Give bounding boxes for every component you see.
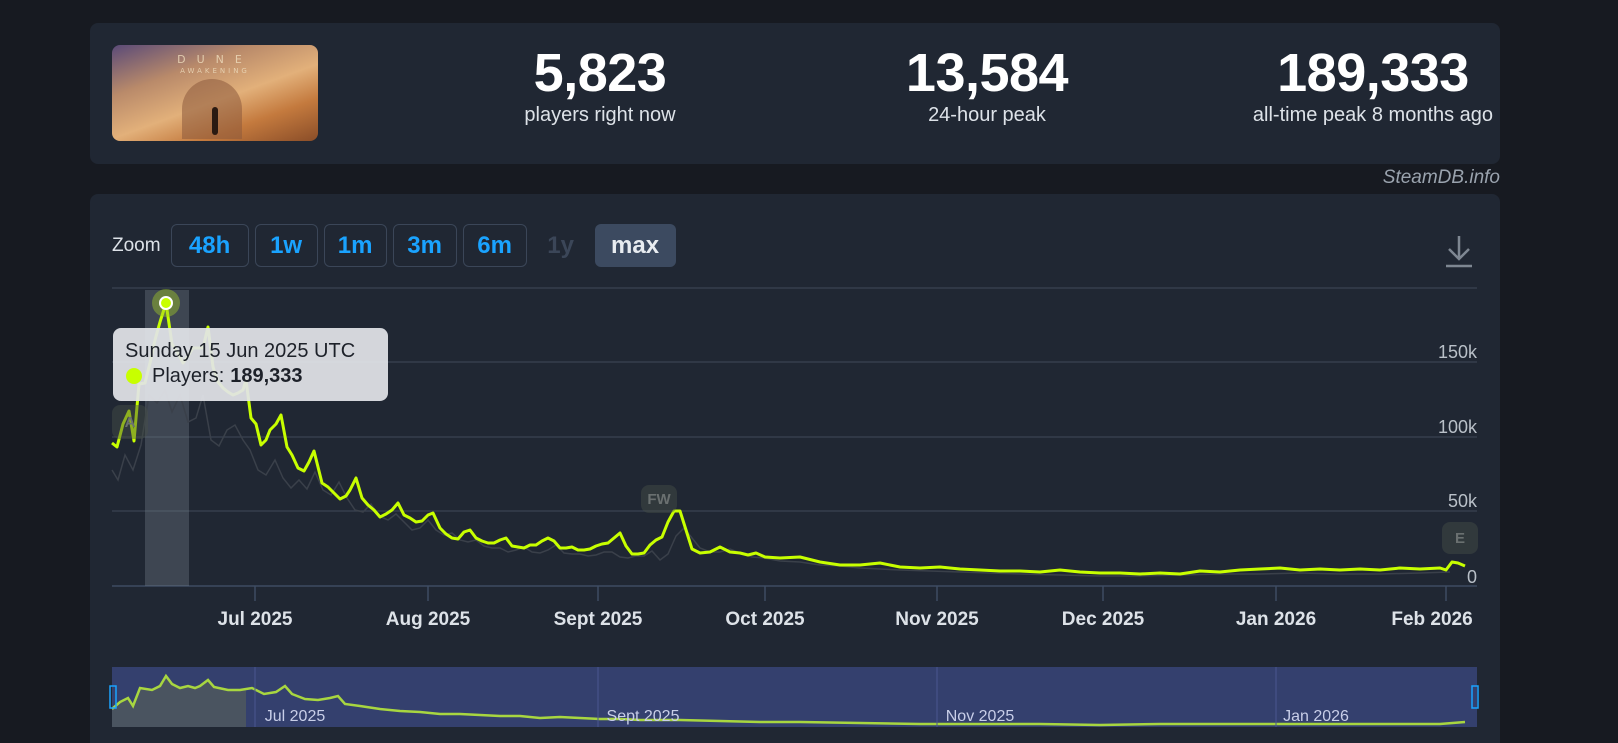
peak-marker[interactable] bbox=[159, 296, 173, 310]
tooltip-value: 189,333 bbox=[230, 365, 303, 387]
players-now-label: players right now bbox=[524, 104, 676, 126]
game-logo-title: DUNE bbox=[177, 53, 253, 66]
tooltip-series-label: Players: bbox=[152, 365, 225, 387]
zoom-3m-button[interactable]: 3m bbox=[392, 224, 457, 267]
navigator-tick-sept-2025: Sept 2025 bbox=[606, 708, 680, 725]
chart-tooltip: Sunday 15 Jun 2025 UTC Players: 189,333 bbox=[113, 328, 388, 401]
peak-24h-label: 24-hour peak bbox=[928, 104, 1046, 126]
cover-art-figure bbox=[212, 107, 218, 135]
navigator-grid bbox=[254, 667, 1277, 727]
navigator-tick-jul-2025: Jul 2025 bbox=[264, 708, 326, 725]
zoom-label: Zoom bbox=[112, 234, 161, 256]
series-color-dot-icon bbox=[126, 368, 142, 384]
zoom-6m-button[interactable]: 6m bbox=[462, 224, 527, 267]
y-tick-150k: 150k bbox=[1437, 342, 1477, 362]
stat-all-time-peak: 189,333 all-time peak 8 months ago bbox=[1173, 43, 1573, 127]
x-tick-sept-2025: Sept 2025 bbox=[553, 609, 643, 630]
annotation-badge-a[interactable] bbox=[112, 405, 148, 439]
y-tick-0: 0 bbox=[1466, 567, 1477, 587]
navigator-line bbox=[111, 673, 1466, 727]
y-tick-50k: 50k bbox=[1447, 491, 1477, 511]
stat-24h-peak: 13,584 24-hour peak bbox=[787, 43, 1187, 127]
stat-players-now: 5,823 players right now bbox=[400, 43, 800, 127]
tooltip-date: Sunday 15 Jun 2025 UTC bbox=[125, 340, 356, 362]
download-icon[interactable] bbox=[1444, 234, 1474, 268]
navigator-handle-left[interactable] bbox=[109, 685, 117, 709]
stats-card: DUNE AWAKENING 5,823 players right now 1… bbox=[90, 23, 1500, 164]
x-tick-feb-2026: Feb 2026 bbox=[1391, 609, 1473, 630]
navigator-handle-right[interactable] bbox=[1471, 685, 1479, 709]
annotation-label-fw: FW bbox=[647, 490, 671, 508]
x-axis-ticks bbox=[254, 586, 1447, 601]
x-tick-oct-2025: Oct 2025 bbox=[725, 609, 805, 630]
annotation-badge-e[interactable] bbox=[1442, 522, 1478, 554]
zoom-1y-button: 1y bbox=[533, 224, 589, 267]
chart-card: Zoom 48h 1w 1m 3m 6m 1y max bbox=[90, 194, 1500, 743]
navigator-tick-nov-2025: Nov 2025 bbox=[945, 708, 1015, 725]
peak-all-value: 189,333 bbox=[1277, 43, 1469, 103]
x-tick-jul-2025: Jul 2025 bbox=[217, 609, 293, 630]
tooltip-row: Players: 189,333 bbox=[125, 363, 376, 389]
zoom-1w-button[interactable]: 1w bbox=[254, 224, 318, 267]
zoom-1m-button[interactable]: 1m bbox=[323, 224, 387, 267]
zoom-max-button[interactable]: max bbox=[594, 224, 676, 267]
comparison-series-line bbox=[111, 388, 1451, 577]
navigator-tick-jan-2026: Jan 2026 bbox=[1283, 708, 1349, 725]
steamdb-watermark[interactable]: SteamDB.info bbox=[1382, 167, 1500, 188]
annotation-badge-fw[interactable] bbox=[641, 485, 677, 513]
peak-24h-value: 13,584 bbox=[905, 43, 1069, 103]
players-now-value: 5,823 bbox=[533, 43, 667, 103]
y-tick-100k: 100k bbox=[1437, 417, 1477, 437]
peak-all-label: all-time peak 8 months ago bbox=[1252, 104, 1494, 126]
x-tick-jan-2026: Jan 2026 bbox=[1235, 609, 1317, 630]
x-tick-aug-2025: Aug 2025 bbox=[385, 609, 471, 630]
x-tick-dec-2025: Dec 2025 bbox=[1061, 609, 1145, 630]
game-cover-image[interactable]: DUNE AWAKENING bbox=[112, 45, 318, 141]
annotation-label-e: E bbox=[1454, 529, 1465, 547]
game-logo-subtitle: AWAKENING bbox=[180, 67, 250, 75]
zoom-range-selector: Zoom 48h 1w 1m 3m 6m 1y max bbox=[112, 224, 676, 267]
annotation-label-a: A bbox=[124, 413, 136, 431]
zoom-48h-button[interactable]: 48h bbox=[170, 224, 249, 267]
navigator[interactable] bbox=[109, 667, 1479, 727]
navigator-area bbox=[112, 676, 246, 727]
x-tick-nov-2025: Nov 2025 bbox=[895, 609, 979, 630]
